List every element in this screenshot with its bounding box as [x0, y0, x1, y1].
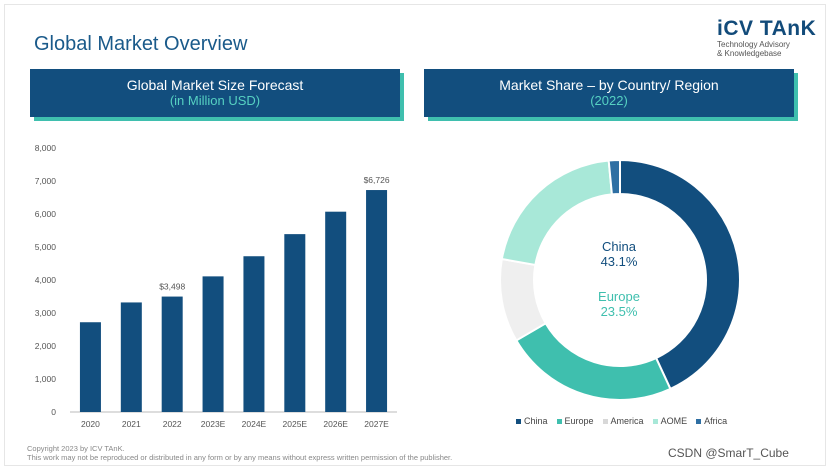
legend-swatch	[696, 419, 702, 425]
y-tick-label: 4,000	[35, 275, 57, 285]
bar-2024E	[243, 256, 265, 412]
x-tick-label: 2023E	[201, 419, 226, 429]
bar-chart-title: Global Market Size Forecast	[126, 77, 304, 93]
logo-tagline-2: & Knowledgebase	[717, 49, 782, 58]
bar-2021	[120, 302, 142, 412]
bar-2025E	[284, 234, 306, 412]
legend-label: Africa	[704, 416, 728, 426]
logo-tagline-1: Technology Advisory	[717, 40, 790, 49]
y-tick-label: 7,000	[35, 176, 57, 186]
footer-notice: This work may not be reproduced or distr…	[27, 453, 453, 462]
legend-item-aome: AOME	[652, 416, 688, 426]
bar-2023E	[202, 276, 224, 412]
donut-slice-america	[499, 257, 548, 342]
y-tick-label: 2,000	[35, 341, 57, 351]
x-tick-label: 2020	[81, 419, 100, 429]
legend-swatch	[556, 419, 562, 425]
donut-chart-header: Market Share – by Country/ Region (2022)	[424, 69, 794, 117]
donut-slice-europe	[514, 321, 672, 401]
legend-label: America	[610, 416, 644, 426]
bar-chart-header: Global Market Size Forecast (in Million …	[30, 69, 400, 117]
bar-2027E	[366, 190, 388, 412]
y-tick-label: 6,000	[35, 209, 57, 219]
market-size-bar-chart: 0 1,000 2,000 3,000 4,000 5,000 6,000 7,000 8,00…	[35, 143, 397, 429]
footer-copyright: Copyright 2023 by ICV TAnK.	[27, 444, 125, 453]
legend-item-europe: Europe	[556, 416, 594, 426]
legend-swatch	[516, 419, 521, 425]
legend-item-china: China	[516, 416, 548, 426]
page-title: Global Market Overview	[34, 33, 248, 55]
donut-slice-africa	[607, 160, 621, 196]
legend-swatch	[602, 419, 608, 425]
donut-chart-title: Market Share – by Country/ Region	[499, 77, 719, 93]
x-tick-label: 2027E	[364, 419, 389, 429]
donut-center-europe-value: 23.5%	[600, 304, 638, 319]
logo-wordmark: iCV TAnK	[717, 17, 817, 40]
donut-center-china: China 43.1%	[559, 239, 679, 269]
bar-chart-unit: (in Million USD)	[169, 93, 261, 108]
y-tick-label: 5,000	[35, 242, 57, 252]
x-tick-label: 2026E	[323, 419, 348, 429]
legend-label: China	[524, 416, 548, 426]
y-tick-label: 3,000	[35, 308, 57, 318]
x-tick-label: 2025E	[283, 419, 308, 429]
slide-frame	[4, 4, 826, 466]
bar-2020	[79, 322, 101, 412]
donut-center-europe-name: Europe	[598, 289, 640, 304]
footer: Copyright 2023 by ICV TAnK. This work ma…	[27, 444, 452, 462]
bar-data-label: $3,498	[159, 282, 185, 292]
brand-logo: iCV TAnK Technology Advisory & Knowledge…	[717, 17, 817, 59]
bar-data-label: $6,726	[364, 175, 390, 185]
x-tick-label: 2021	[122, 419, 141, 429]
y-tick-label: 8,000	[35, 143, 57, 153]
x-tick-label: 2022	[163, 419, 182, 429]
donut-slice-china	[619, 160, 741, 391]
legend-item-america: America	[602, 416, 644, 426]
donut-center-china-value: 43.1%	[600, 254, 638, 269]
bar-2026E	[325, 211, 347, 412]
legend-item-africa: Africa	[696, 416, 727, 426]
donut-center-europe: Europe 23.5%	[559, 289, 679, 319]
donut-center-china-name: China	[602, 239, 636, 254]
bar-2022	[161, 296, 183, 412]
donut-legend: China Europe America AOME Africa	[516, 416, 736, 426]
legend-label: Europe	[564, 416, 594, 426]
legend-label: AOME	[660, 416, 688, 426]
donut-chart-year: (2022)	[590, 93, 628, 108]
y-tick-label: 1,000	[35, 374, 57, 384]
watermark: CSDN @SmarT_Cube	[668, 446, 789, 460]
legend-swatch	[652, 419, 658, 425]
market-share-donut-chart	[499, 160, 741, 401]
x-tick-label: 2024E	[242, 419, 267, 429]
y-tick-label: 0	[51, 407, 56, 417]
